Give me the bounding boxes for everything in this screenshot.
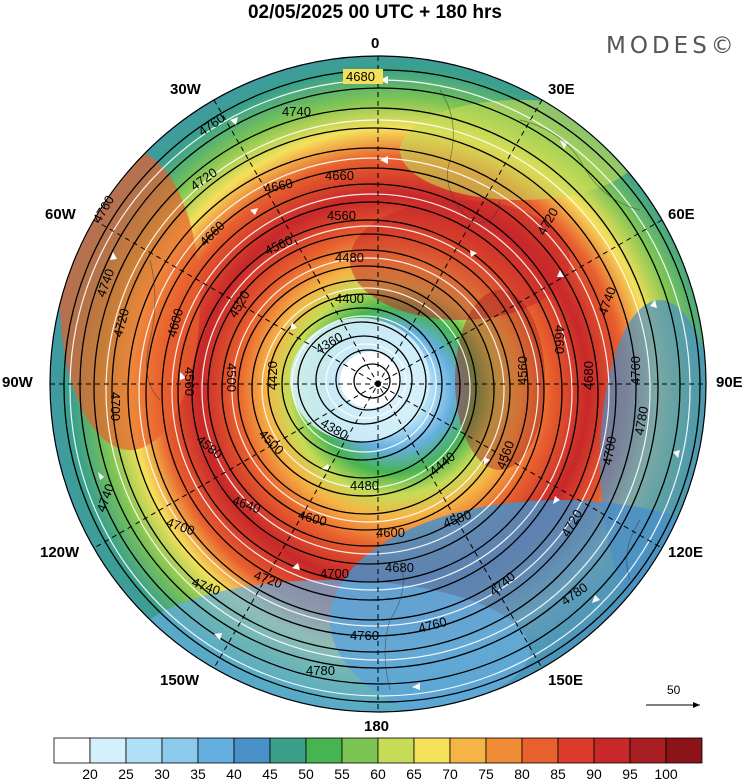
colorbar-swatch [449, 737, 487, 764]
colorbar-tick-label: 40 [226, 766, 242, 782]
colorbar-swatch [341, 737, 379, 764]
coastlines [146, 89, 641, 691]
pole-marker [375, 381, 381, 387]
lon-label-180: 180 [364, 718, 390, 735]
lon-label-60e: 60E [668, 206, 695, 223]
contour-label: 4660 [552, 325, 567, 354]
colorbar-tick-label: 45 [262, 766, 278, 782]
colorbar-tick-label: 50 [298, 766, 314, 782]
colorbar-tick-label: 75 [478, 766, 494, 782]
contour-label: 4740 [282, 104, 311, 119]
contour-label: 4560 [515, 356, 530, 385]
contour-label: 4700 [599, 435, 619, 466]
contour-label: 4560 [327, 208, 356, 223]
colorbar-swatch [629, 737, 667, 764]
contour-label: 4500 [224, 363, 239, 392]
colorbar-tick-label: 55 [334, 766, 350, 782]
map-title: 02/05/2025 00 UTC + 180 hrs [247, 2, 503, 23]
contour-label: 4760 [628, 356, 643, 385]
contour-label: 4680 [385, 560, 414, 575]
colorbar-tick-label: 100 [654, 766, 678, 782]
colorbar-swatch [485, 737, 523, 764]
contour-label: 4480 [350, 478, 379, 493]
streamline-arrows [98, 76, 680, 690]
colorbar-swatch [89, 737, 127, 764]
contour-label: 4660 [263, 175, 294, 196]
colorbar-tick-label: 60 [370, 766, 386, 782]
height-contours [63, 69, 701, 703]
lon-label-90e: 90E [716, 374, 743, 391]
lon-label-0: 0 [371, 35, 380, 52]
contour-label: 4680 [346, 69, 375, 84]
contour-label: 4600 [164, 307, 186, 339]
contour-label: 4760 [417, 614, 449, 636]
colorbar-swatch [305, 737, 343, 764]
contour-label: 4780 [631, 405, 651, 436]
colorbar-swatch [53, 737, 91, 764]
colorbar-swatch [521, 737, 559, 764]
contour-label: 4420 [265, 361, 280, 390]
contour-label: 4700 [108, 392, 123, 421]
colorbar-tick-label: 80 [514, 766, 530, 782]
colorbar-swatch [269, 737, 307, 764]
contour-label: 4480 [335, 250, 364, 265]
contour-label: 4780 [306, 663, 335, 678]
colorbar-tick-label: 95 [622, 766, 638, 782]
colorbar-tick-label: 70 [442, 766, 458, 782]
lon-label-30w: 30W [170, 81, 201, 98]
colorbar-tick-label: 30 [154, 766, 170, 782]
map-boundary [49, 55, 707, 713]
colorbar-tick-label: 20 [82, 766, 98, 782]
lon-label-90w: 90W [2, 374, 33, 391]
colorbar-swatch [233, 737, 271, 764]
contour-label: 4660 [325, 168, 354, 183]
lon-label-120w: 120W [40, 544, 80, 561]
contour-label: 4720 [110, 307, 132, 339]
colorbar-swatch [593, 737, 631, 764]
lon-label-150e: 150E [548, 672, 584, 689]
lon-label-150w: 150W [160, 672, 200, 689]
contour-label: 4700 [320, 566, 349, 581]
colorbar-tick-label: 35 [190, 766, 206, 782]
colorbar-tick-label: 90 [586, 766, 602, 782]
contour-label: 4400 [335, 291, 364, 306]
lon-label-60w: 60W [45, 206, 76, 223]
vector-scale-label: 50 [667, 683, 681, 697]
colorbar-swatch [413, 737, 451, 764]
brand-logo: MODES© [606, 33, 738, 59]
lon-label-30e: 30E [548, 81, 575, 98]
colorbar-swatch [125, 737, 163, 764]
contour-label: 4760 [350, 628, 379, 643]
colorbar-tick-label: 25 [118, 766, 134, 782]
contour-label: 4680 [581, 361, 596, 390]
vector-scale [646, 702, 700, 708]
colorbar-swatch [665, 737, 703, 764]
contour-label: 4600 [297, 507, 329, 529]
colorbar-tick-label: 85 [550, 766, 566, 782]
colorbar-swatch [197, 737, 235, 764]
colorbar-swatch [377, 737, 415, 764]
contour-label: 4560 [182, 367, 197, 396]
contour-label: 4600 [376, 525, 405, 540]
colorbar-swatch [557, 737, 595, 764]
colorbar-tick-label: 65 [406, 766, 422, 782]
colorbar-swatch [161, 737, 199, 764]
lon-label-120e: 120E [668, 544, 704, 561]
colorbar [53, 737, 703, 764]
